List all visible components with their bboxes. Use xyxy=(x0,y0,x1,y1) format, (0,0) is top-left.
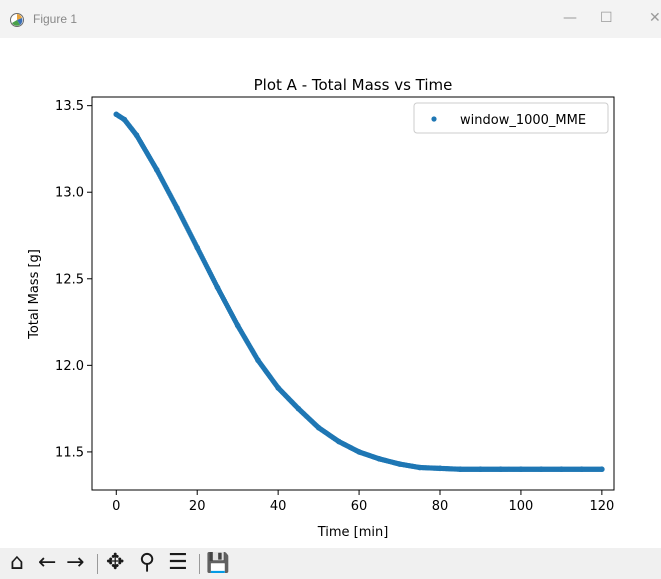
scatter-point xyxy=(477,466,484,473)
x-tick-label: 0 xyxy=(112,499,120,514)
maximize-button[interactable]: ☐ xyxy=(600,10,613,26)
toolbar-separator xyxy=(97,554,98,574)
legend-label: window_1000_MME xyxy=(460,113,586,128)
scatter-point xyxy=(538,466,544,473)
zoom-icon[interactable]: ⚲ xyxy=(139,550,156,575)
figure-canvas: Plot A - Total Mass vs Time 0 20 40 60 80 100… xyxy=(0,38,661,548)
scatter-point xyxy=(214,284,221,291)
scatter-point xyxy=(113,111,120,118)
scatter-point xyxy=(518,466,524,473)
y-axis: 11.5 12.0 12.5 13.0 13.5 xyxy=(55,99,92,460)
scatter-point xyxy=(275,385,281,391)
chart: Plot A - Total Mass vs Time 0 20 40 60 80 100… xyxy=(27,76,615,540)
x-tick-label: 120 xyxy=(589,499,614,514)
x-tick-label: 100 xyxy=(509,499,534,514)
scatter-point xyxy=(578,466,585,473)
scatter-point xyxy=(174,205,180,211)
x-axis: 0 20 40 60 80 100 120 xyxy=(112,490,614,514)
scatter-point xyxy=(315,424,322,431)
back-icon[interactable]: ← xyxy=(38,550,57,575)
scatter-point xyxy=(133,132,140,138)
y-tick-label: 12.5 xyxy=(55,272,84,287)
scatter-point xyxy=(255,357,261,363)
y-tick-label: 13.5 xyxy=(55,99,84,114)
scatter-point xyxy=(376,456,383,462)
close-button[interactable]: ✕ xyxy=(649,10,661,26)
x-axis-label: Time [min] xyxy=(317,525,389,540)
legend: window_1000_MME xyxy=(413,102,609,134)
scatter-point xyxy=(457,466,464,473)
legend-marker xyxy=(431,116,437,122)
plot-area xyxy=(113,111,605,473)
scatter-point xyxy=(295,405,302,412)
scatter-point xyxy=(396,461,403,467)
scatter-point xyxy=(356,449,362,455)
legend-frame xyxy=(413,102,609,134)
toolbar-separator xyxy=(199,554,200,574)
x-tick-label: 40 xyxy=(270,499,287,514)
save-icon[interactable]: 💾 xyxy=(206,552,230,574)
scatter-point xyxy=(599,466,605,473)
x-tick-label: 60 xyxy=(351,499,368,514)
configure-subplots-icon[interactable]: ☰ xyxy=(168,550,188,575)
scatter-point xyxy=(558,466,565,473)
matplotlib-app-icon xyxy=(10,13,24,27)
pan-icon[interactable]: ✥ xyxy=(106,550,125,575)
scatter-point xyxy=(336,438,342,445)
scatter-point xyxy=(497,466,504,473)
scatter-point xyxy=(153,166,160,173)
y-tick-label: 11.5 xyxy=(55,445,84,460)
x-tick-label: 20 xyxy=(189,499,206,514)
y-axis-label: Total Mass [g] xyxy=(27,249,42,340)
scatter-point xyxy=(121,116,128,123)
window-title: Figure 1 xyxy=(33,12,78,26)
x-tick-label: 80 xyxy=(432,499,449,514)
home-icon[interactable]: ⌂ xyxy=(10,550,24,575)
navigation-toolbar: ⌂ ← → ✥ ⚲ ☰ 💾 xyxy=(0,548,661,579)
scatter-point xyxy=(416,464,423,471)
y-tick-label: 12.0 xyxy=(55,359,84,374)
scatter-point xyxy=(234,322,241,329)
scatter-point xyxy=(194,244,201,251)
chart-title: Plot A - Total Mass vs Time xyxy=(254,76,453,94)
forward-icon[interactable]: → xyxy=(66,550,85,575)
window-titlebar: Figure 1 — ☐ ✕ xyxy=(0,0,661,38)
minimize-button[interactable]: — xyxy=(563,10,577,26)
scatter-point xyxy=(437,465,443,472)
y-tick-label: 13.0 xyxy=(55,186,84,201)
axes-frame xyxy=(91,96,615,491)
